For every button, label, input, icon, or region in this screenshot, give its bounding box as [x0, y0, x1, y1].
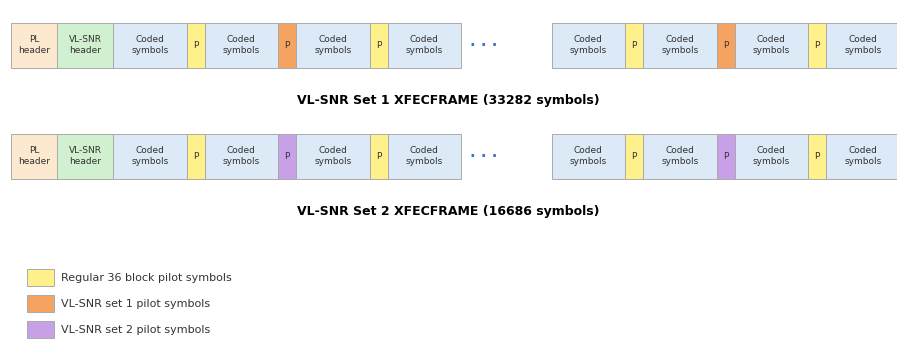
Text: P: P	[814, 152, 820, 161]
FancyBboxPatch shape	[296, 134, 370, 179]
Text: Coded
symbols: Coded symbols	[131, 35, 169, 55]
Text: VL-SNR set 1 pilot symbols: VL-SNR set 1 pilot symbols	[61, 299, 210, 308]
FancyBboxPatch shape	[113, 23, 187, 68]
Text: P: P	[376, 152, 381, 161]
FancyBboxPatch shape	[187, 134, 205, 179]
FancyBboxPatch shape	[388, 23, 461, 68]
Text: · · ·: · · ·	[470, 37, 497, 53]
Text: Regular 36 block pilot symbols: Regular 36 block pilot symbols	[61, 273, 231, 282]
Text: PL
header: PL header	[18, 146, 50, 166]
FancyBboxPatch shape	[625, 23, 643, 68]
Text: VL-SNR Set 2 XFECFRAME (16686 symbols): VL-SNR Set 2 XFECFRAME (16686 symbols)	[297, 205, 600, 218]
Text: Coded
symbols: Coded symbols	[405, 146, 443, 166]
Text: P: P	[193, 152, 198, 161]
FancyBboxPatch shape	[643, 23, 717, 68]
Text: PL
header: PL header	[18, 35, 50, 55]
FancyBboxPatch shape	[552, 23, 625, 68]
FancyBboxPatch shape	[11, 23, 57, 68]
FancyBboxPatch shape	[205, 134, 278, 179]
FancyBboxPatch shape	[370, 23, 388, 68]
Text: Coded
symbols: Coded symbols	[570, 146, 607, 166]
Text: P: P	[284, 41, 290, 50]
FancyBboxPatch shape	[388, 134, 461, 179]
Text: P: P	[193, 41, 198, 50]
FancyBboxPatch shape	[205, 23, 278, 68]
FancyBboxPatch shape	[27, 269, 54, 286]
Text: VL-SNR
header: VL-SNR header	[69, 35, 101, 55]
FancyBboxPatch shape	[625, 134, 643, 179]
FancyBboxPatch shape	[826, 23, 897, 68]
Text: · · ·: · · ·	[470, 149, 497, 164]
Text: Coded
symbols: Coded symbols	[753, 35, 790, 55]
FancyBboxPatch shape	[113, 134, 187, 179]
Text: Coded
symbols: Coded symbols	[222, 35, 260, 55]
FancyBboxPatch shape	[717, 23, 735, 68]
FancyBboxPatch shape	[57, 134, 113, 179]
Text: VL-SNR set 2 pilot symbols: VL-SNR set 2 pilot symbols	[61, 325, 210, 335]
FancyBboxPatch shape	[11, 134, 57, 179]
Text: Coded
symbols: Coded symbols	[131, 146, 169, 166]
Text: P: P	[631, 41, 637, 50]
Text: P: P	[723, 152, 728, 161]
Text: Coded
symbols: Coded symbols	[314, 35, 352, 55]
FancyBboxPatch shape	[552, 134, 625, 179]
Text: Coded
symbols: Coded symbols	[661, 35, 699, 55]
FancyBboxPatch shape	[808, 23, 826, 68]
Text: P: P	[284, 152, 290, 161]
FancyBboxPatch shape	[808, 134, 826, 179]
FancyBboxPatch shape	[717, 134, 735, 179]
Text: P: P	[631, 152, 637, 161]
Text: Coded
symbols: Coded symbols	[753, 146, 790, 166]
FancyBboxPatch shape	[735, 23, 808, 68]
FancyBboxPatch shape	[296, 23, 370, 68]
FancyBboxPatch shape	[27, 321, 54, 338]
FancyBboxPatch shape	[27, 295, 54, 312]
Text: P: P	[376, 41, 381, 50]
Text: Coded
symbols: Coded symbols	[661, 146, 699, 166]
FancyBboxPatch shape	[57, 23, 113, 68]
Text: P: P	[723, 41, 728, 50]
Text: Coded
symbols: Coded symbols	[314, 146, 352, 166]
Text: VL-SNR Set 1 XFECFRAME (33282 symbols): VL-SNR Set 1 XFECFRAME (33282 symbols)	[297, 94, 600, 107]
FancyBboxPatch shape	[826, 134, 897, 179]
FancyBboxPatch shape	[643, 134, 717, 179]
Text: Coded
symbols: Coded symbols	[222, 146, 260, 166]
Text: Coded
symbols: Coded symbols	[844, 146, 882, 166]
Text: VL-SNR
header: VL-SNR header	[69, 146, 101, 166]
FancyBboxPatch shape	[278, 23, 296, 68]
Text: P: P	[814, 41, 820, 50]
FancyBboxPatch shape	[278, 134, 296, 179]
Text: Coded
symbols: Coded symbols	[405, 35, 443, 55]
FancyBboxPatch shape	[187, 23, 205, 68]
Text: Coded
symbols: Coded symbols	[844, 35, 882, 55]
FancyBboxPatch shape	[735, 134, 808, 179]
FancyBboxPatch shape	[370, 134, 388, 179]
Text: Coded
symbols: Coded symbols	[570, 35, 607, 55]
